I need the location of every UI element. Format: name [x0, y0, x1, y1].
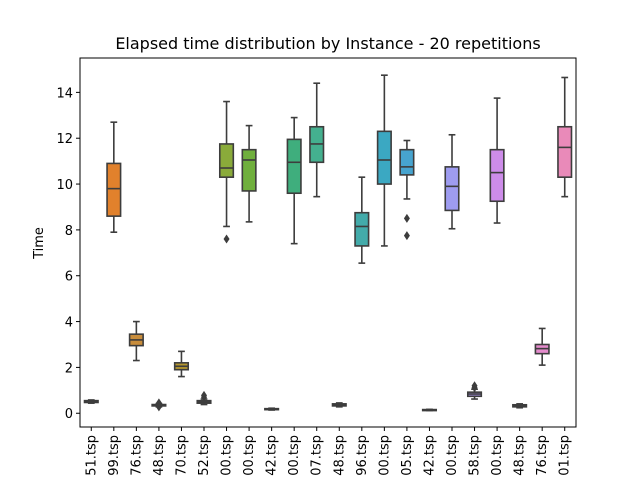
- x-tick-label: 07.tsp: [310, 435, 325, 476]
- x-tick-label: 00.tsp: [445, 435, 460, 476]
- y-tick-label: 2: [65, 361, 73, 376]
- outlier-point: [155, 398, 162, 408]
- axes-frame: [79, 57, 577, 428]
- x-tick-label: 58.tsp: [468, 435, 483, 476]
- x-tick-label: 70.tsp: [174, 435, 189, 476]
- box-22: [557, 125, 573, 178]
- box-10: [286, 138, 302, 195]
- outlier-point: [223, 234, 230, 244]
- x-tick-label: 48.tsp: [513, 435, 528, 476]
- x-tick-label: 52.tsp: [197, 435, 212, 476]
- x-tick-label: 51.tsp: [84, 435, 99, 476]
- x-tick-label: 42.tsp: [422, 435, 437, 476]
- outlier-point: [201, 390, 207, 400]
- x-tick-label: 00.tsp: [220, 435, 235, 476]
- x-tick-label: 05.tsp: [400, 435, 415, 476]
- box-7: [218, 143, 235, 178]
- x-tick-label: 48.tsp: [332, 435, 347, 476]
- y-tick-label: 12: [56, 132, 73, 147]
- x-tick-label: 00.tsp: [242, 435, 257, 476]
- outlier-point: [403, 231, 410, 241]
- plot-area: 0 2 4 6 8 10 12 14 51.tsp 99.tsp 76.tsp 48.tsp 70.ts…: [56, 74, 573, 476]
- x-tick-label: 01.tsp: [558, 435, 573, 476]
- y-tick-label: 6: [65, 270, 73, 285]
- x-tick-label: 96.tsp: [355, 435, 370, 476]
- box-14: [376, 130, 392, 185]
- box-13: [354, 211, 370, 247]
- box-19: [489, 148, 505, 203]
- y-axis-label: Time: [32, 227, 47, 260]
- box-15: [399, 148, 415, 176]
- y-tick-label: 4: [65, 316, 73, 331]
- y-tick-label: 8: [65, 224, 73, 239]
- x-tick-label: 00.tsp: [490, 435, 505, 476]
- x-tick-label: 42.tsp: [265, 435, 280, 476]
- x-tick-label: 48.tsp: [152, 435, 167, 476]
- x-tick-label: 76.tsp: [535, 435, 550, 476]
- y-tick-label: 14: [56, 86, 73, 101]
- box-2: [106, 162, 122, 217]
- outlier-point: [471, 381, 478, 391]
- x-tick-label: 76.tsp: [129, 435, 144, 476]
- chart-title: Elapsed time distribution by Instance - …: [115, 34, 540, 53]
- y-tick-label: 10: [56, 178, 73, 193]
- y-tick-label: 0: [65, 407, 73, 422]
- x-tick-label: 99.tsp: [107, 435, 122, 476]
- x-tick-label: 00.tsp: [287, 435, 302, 476]
- x-tick-label: 00.tsp: [377, 435, 392, 476]
- box-8: [241, 148, 257, 192]
- box-17: [444, 166, 460, 212]
- outlier-point: [403, 213, 410, 223]
